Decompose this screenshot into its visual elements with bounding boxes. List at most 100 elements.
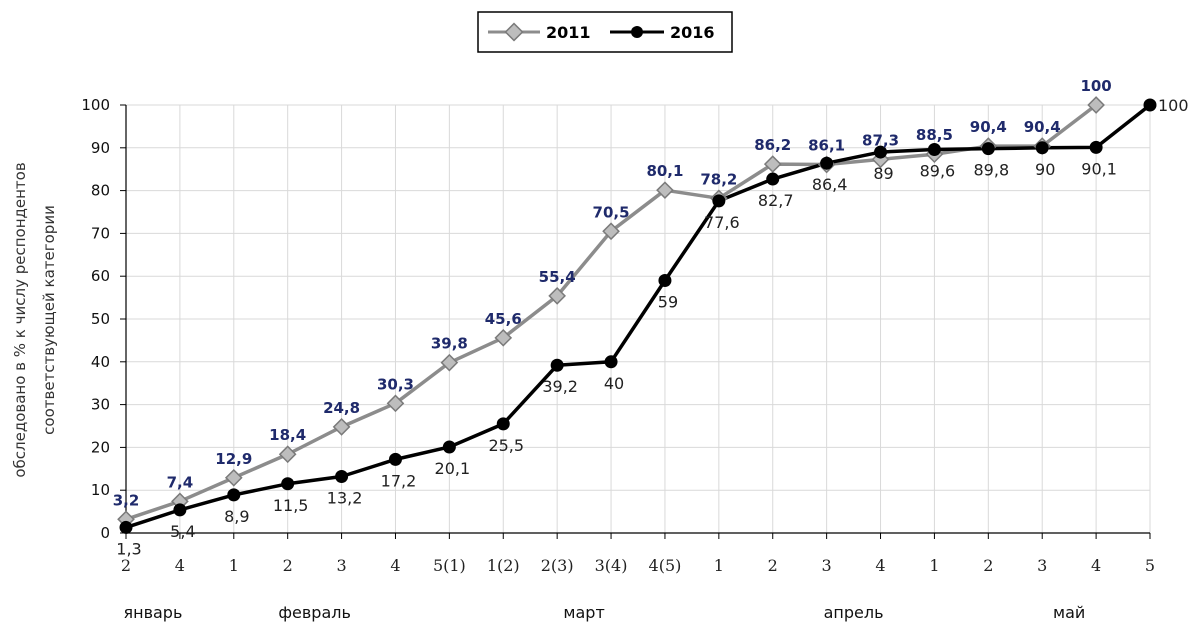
month-label: январь (123, 603, 182, 622)
y-tick-label: 80 (91, 182, 110, 200)
legend: 2011 2016 (477, 11, 733, 53)
series-2016-point (604, 355, 618, 369)
x-tick-label: 3 (822, 556, 832, 575)
series-2016-point (173, 503, 187, 517)
legend-label-2011: 2011 (546, 23, 591, 42)
x-tick-label: 1(2) (487, 556, 520, 575)
label-2011: 78,2 (700, 170, 737, 188)
y-tick-label: 10 (91, 481, 110, 499)
label-2011: 90,4 (970, 118, 1007, 136)
label-2011: 70,5 (593, 203, 630, 221)
x-tick-label: 5 (1145, 556, 1155, 575)
label-2011: 24,8 (323, 399, 360, 417)
x-tick-label: 2 (983, 556, 993, 575)
label-2011: 86,2 (754, 136, 791, 154)
legend-marker-2011 (504, 22, 524, 42)
x-tick-label: 3 (1037, 556, 1047, 575)
label-2016: 77,6 (704, 213, 740, 232)
x-tick-label: 2 (121, 556, 131, 575)
series-2011-point (386, 394, 405, 413)
x-tick-label: 1 (229, 556, 239, 575)
label-2016: 59 (658, 292, 678, 311)
x-tick-label: 4 (175, 556, 185, 575)
x-tick-label: 5(1) (433, 556, 466, 575)
series-2016-point (281, 477, 295, 491)
label-2011: 80,1 (646, 162, 683, 180)
series-2011-point (1087, 96, 1105, 114)
series-2016-point (1089, 140, 1103, 154)
x-tick-label: 4 (875, 556, 885, 575)
series-2016-point (119, 520, 133, 534)
series-2016-point (227, 488, 241, 502)
label-2011: 3,2 (113, 491, 140, 509)
series-2011-point (602, 222, 620, 241)
label-2016: 25,5 (488, 436, 524, 455)
series-2011-point (763, 155, 782, 173)
label-2016: 11,5 (273, 496, 309, 515)
label-2016: 89,8 (974, 161, 1010, 180)
series-2016-point (927, 143, 941, 157)
label-2016: 90,1 (1081, 159, 1117, 178)
x-tick-label: 2 (768, 556, 778, 575)
series-2011-point (440, 353, 459, 372)
series-2016-point (820, 156, 834, 170)
y-axis-label-line-1: обследовано в % к числу респондентов (11, 162, 29, 477)
series-2016-point (1035, 141, 1049, 155)
label-2011: 90,4 (1024, 118, 1061, 136)
x-tick-label: 4 (1091, 556, 1101, 575)
series-2011-point (278, 445, 297, 464)
x-tick-label: 2(3) (541, 556, 574, 575)
label-2016: 17,2 (381, 471, 417, 490)
y-tick-label: 60 (91, 267, 110, 285)
y-tick-label: 50 (91, 310, 110, 328)
series-2016-point (550, 358, 564, 372)
month-label: февраль (278, 603, 351, 622)
label-2016: 20,1 (435, 459, 471, 478)
series-2016-point (496, 417, 510, 431)
x-tick-label: 4(5) (649, 556, 682, 575)
series-2016-point (712, 194, 726, 208)
series-2016-point (388, 452, 402, 466)
label-2016: 5,4 (170, 522, 195, 541)
y-tick-label: 70 (91, 224, 110, 242)
series-line-2016 (125, 103, 1152, 530)
series-2016-point (981, 142, 995, 156)
label-2011: 39,8 (431, 335, 468, 353)
month-label: апрель (824, 603, 884, 622)
month-label: март (563, 603, 604, 622)
label-2016: 90 (1035, 160, 1055, 179)
label-2011: 12,9 (215, 450, 252, 468)
label-2016: 89,6 (920, 162, 956, 181)
series-2016-point (658, 273, 672, 287)
y-tick-label: 100 (81, 96, 110, 114)
x-tick-label: 2 (283, 556, 293, 575)
label-2016: 13,2 (327, 489, 363, 508)
y-tick-label: 20 (91, 438, 110, 456)
label-2016: 86,4 (812, 175, 848, 194)
plot-area: 0 10 20 30 40 50 60 70 80 90 100 2 4 1 2 3 4 5(1) 1(2) 2(3)… (81, 77, 1188, 622)
legend-label-2016: 2016 (670, 23, 715, 42)
y-tick-label: 40 (91, 353, 110, 371)
x-tick-label: 3(4) (595, 556, 628, 575)
label-2011: 7,4 (167, 473, 194, 491)
month-label: май (1053, 603, 1085, 622)
label-2016: 8,9 (224, 507, 249, 526)
y-axis-label-line-2: соответствующей категории (40, 205, 58, 435)
label-2011: 18,4 (269, 426, 306, 444)
label-2011: 88,5 (916, 126, 953, 144)
y-tick-label: 30 (91, 396, 110, 414)
label-2011: 45,6 (485, 310, 522, 328)
label-2016: 82,7 (758, 191, 794, 210)
label-2016: 1,3 (116, 539, 141, 558)
label-2016: 40 (604, 374, 624, 393)
series-2011-point (224, 468, 243, 487)
series-2011-point (494, 328, 513, 347)
series-2016-point (766, 172, 780, 186)
label-2011: 87,3 (862, 131, 899, 149)
series-2016-point (874, 145, 888, 159)
legend-marker-2016 (631, 26, 643, 38)
label-2016: 89 (873, 164, 893, 183)
series-2016-point (335, 470, 349, 484)
series-2016-point (1143, 98, 1157, 112)
